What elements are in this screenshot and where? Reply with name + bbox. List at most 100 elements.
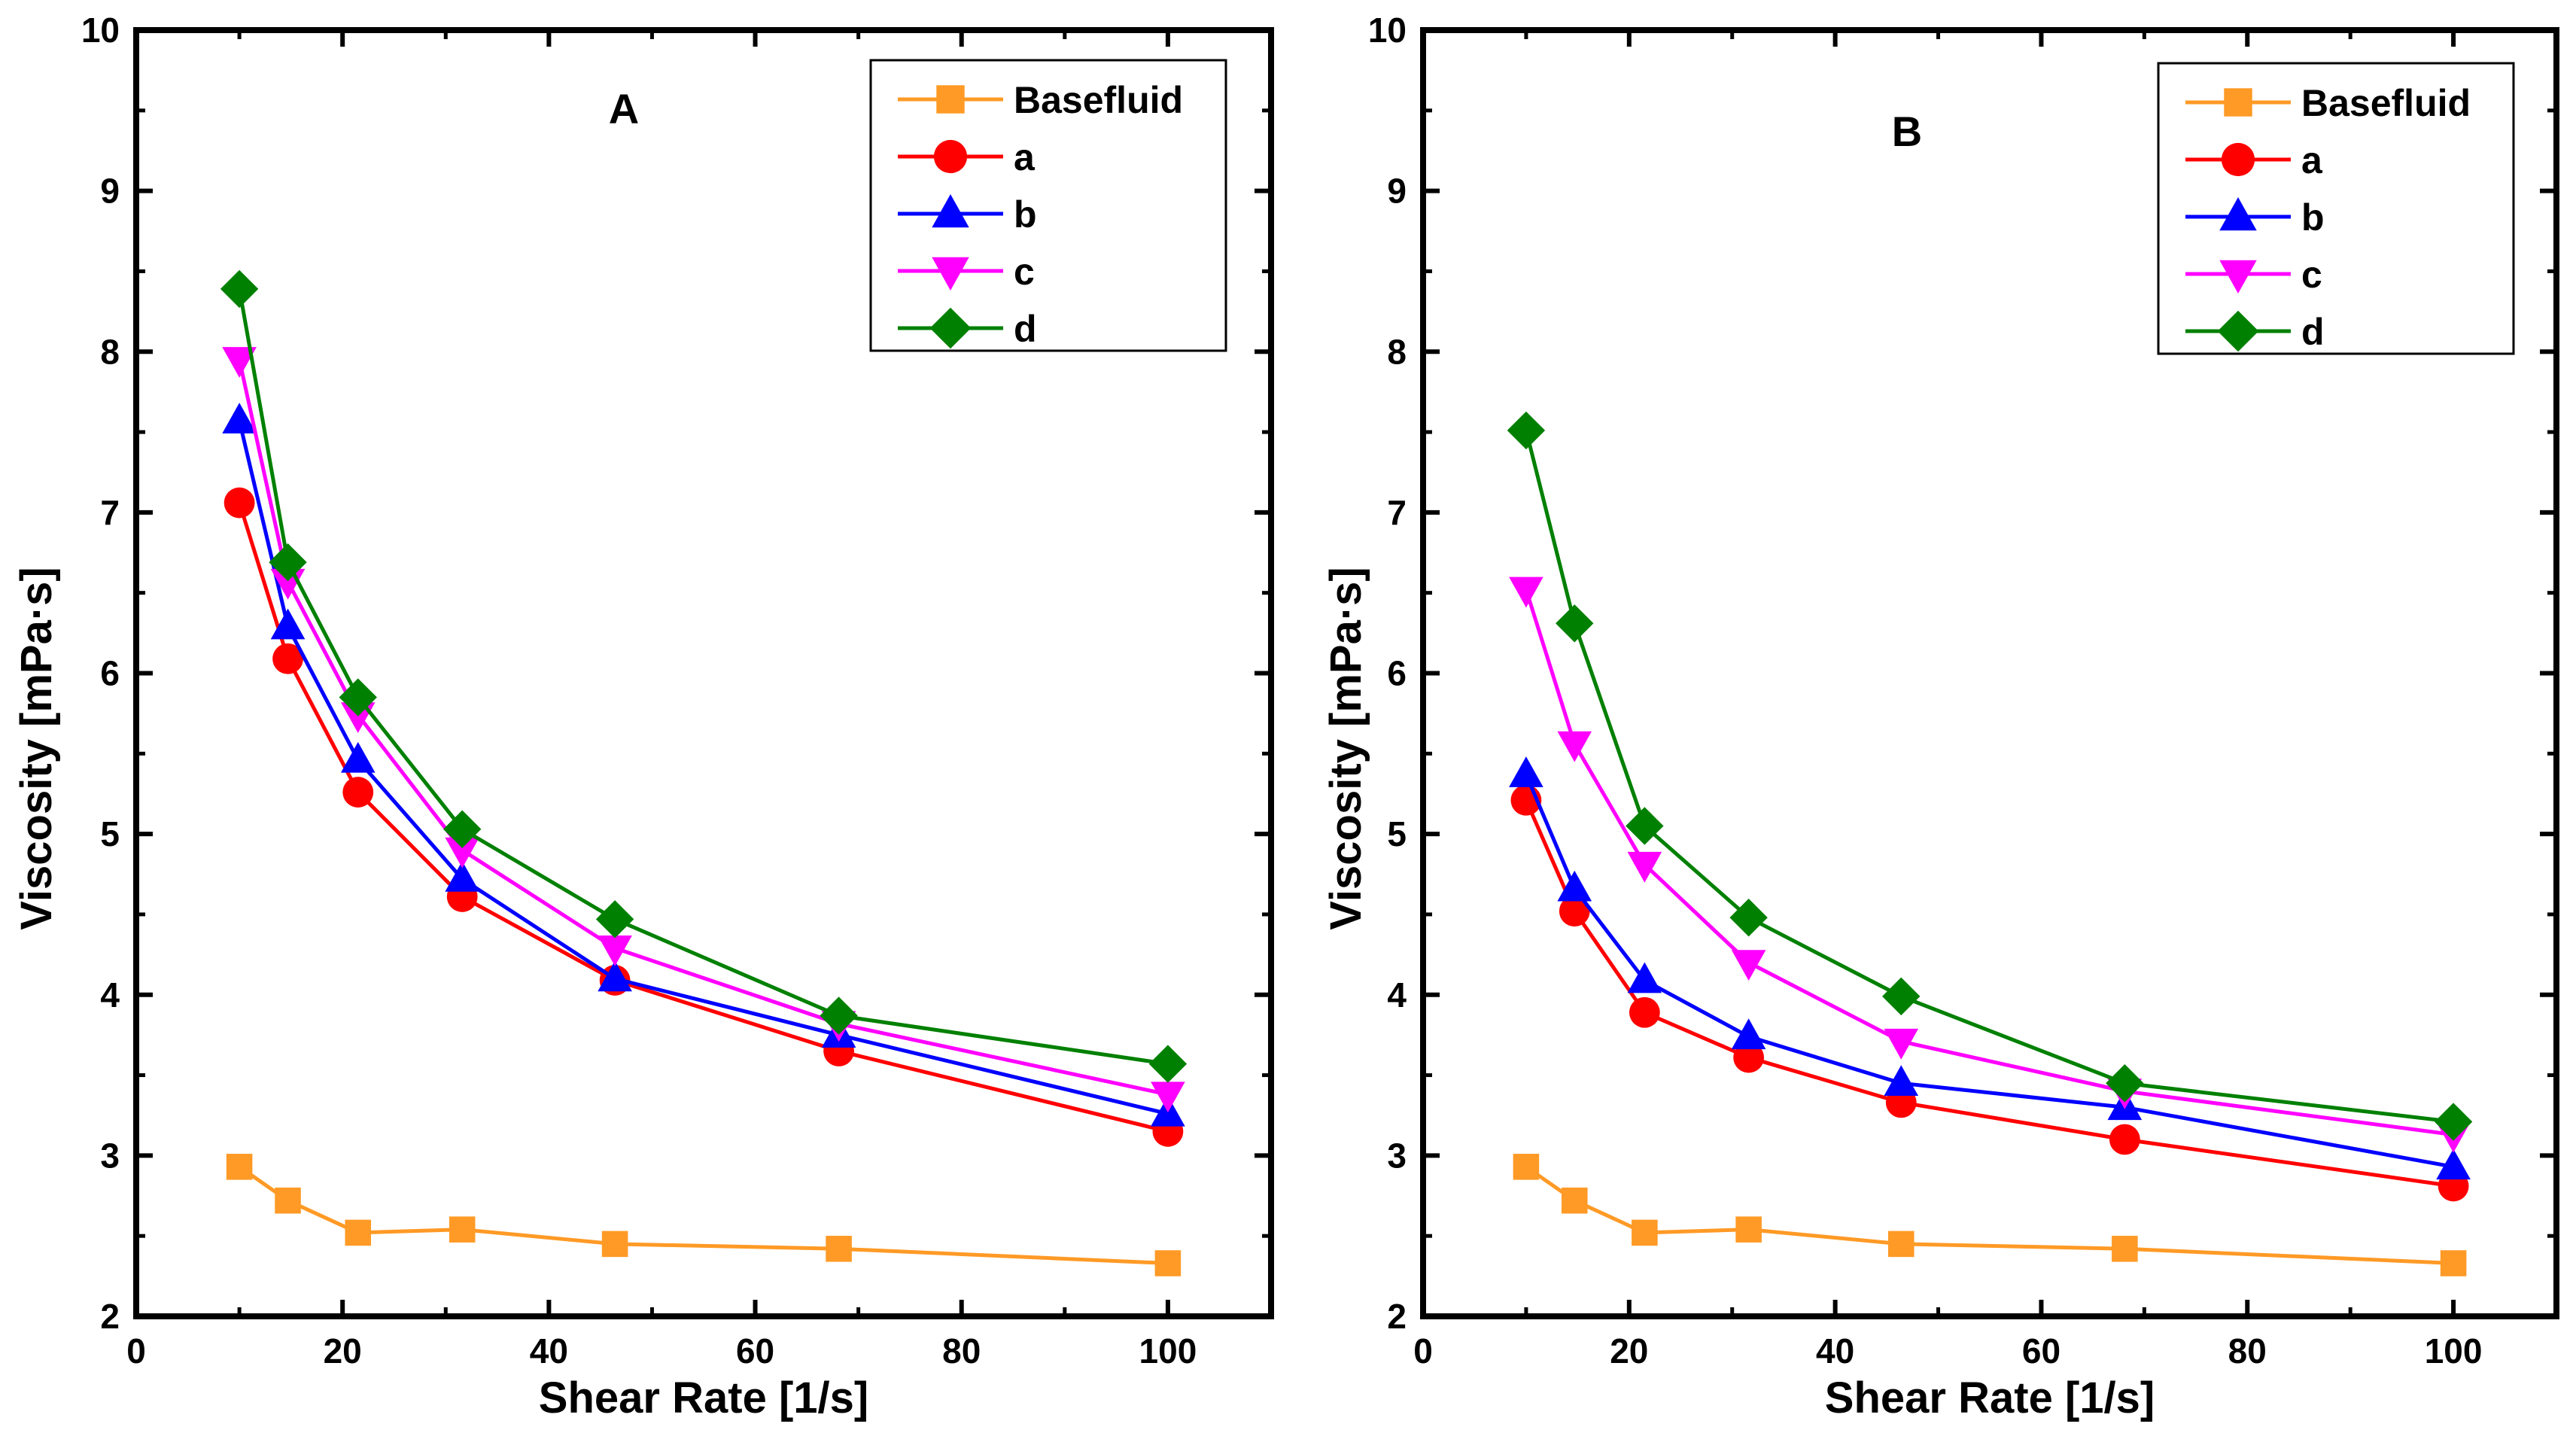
data-point (1882, 977, 1921, 1016)
y-axis-title: Viscosity [mPa·s] (1321, 567, 1370, 929)
series-basefluid (1513, 1154, 2467, 1276)
data-point (1629, 996, 1660, 1028)
data-point (1559, 896, 1590, 927)
y-tick-label: 6 (100, 654, 120, 693)
x-tick-label: 80 (2228, 1331, 2267, 1371)
legend-label: a (2301, 139, 2323, 181)
legend-label: b (1014, 193, 1037, 236)
series-b (222, 403, 1185, 1127)
series-line (238, 1165, 1169, 1266)
chart-panel-b: 0 20 40 60 80 100 2 3 4 5 6 7 8 9 10 Shear Rate [1/s] Vi… (1321, 11, 2559, 1422)
data-point (345, 1219, 372, 1246)
x-tick-label: 40 (530, 1331, 568, 1371)
x-tick-label: 20 (324, 1331, 362, 1371)
x-tick-label: 0 (1413, 1331, 1433, 1371)
series-a (1510, 784, 2469, 1202)
x-axis-title: Shear Rate [1/s] (539, 1374, 868, 1422)
data-point (1731, 950, 1766, 981)
y-tick-label: 6 (1387, 654, 1407, 693)
series-line (1525, 1165, 2454, 1266)
data-point (1887, 1231, 1915, 1258)
series-line (1524, 430, 2454, 1124)
x-tick-label: 60 (2022, 1331, 2060, 1371)
y-tick-label: 2 (100, 1297, 120, 1336)
data-point (445, 837, 480, 869)
data-point (224, 487, 255, 519)
series-line (1524, 774, 2454, 1169)
data-point (601, 1231, 628, 1258)
data-point (275, 1187, 301, 1214)
series-basefluid (226, 1154, 1182, 1276)
data-point (270, 608, 306, 640)
data-point (2112, 1235, 2138, 1262)
data-point (1151, 1082, 1185, 1113)
y-tick-label: 10 (1368, 11, 1407, 50)
series-line (237, 502, 1169, 1133)
legend-label: c (1014, 251, 1035, 293)
legend-label: Basefluid (2301, 82, 2471, 124)
legend-label: d (2301, 311, 2325, 353)
data-point (222, 347, 257, 378)
data-point (820, 996, 858, 1035)
data-point (226, 1154, 253, 1180)
legend-marker (2217, 310, 2259, 352)
legend-marker (2219, 260, 2257, 294)
data-point (2440, 1250, 2467, 1276)
x-tick-label: 20 (1610, 1331, 1648, 1371)
x-tick-label: 100 (2425, 1331, 2483, 1371)
data-point (598, 960, 632, 992)
data-point (1733, 1042, 1765, 1073)
x-axis-title: Shear Rate [1/s] (1825, 1374, 2155, 1422)
data-point (1556, 604, 1594, 643)
data-point (1627, 962, 1662, 993)
legend-label: a (1014, 136, 1036, 178)
y-tick-label: 5 (1387, 814, 1407, 853)
legend-box (2157, 62, 2515, 355)
data-point (1509, 577, 1543, 608)
legend-marker (2221, 142, 2255, 177)
data-point (342, 777, 374, 808)
y-tick-label: 8 (100, 332, 120, 371)
series-line (237, 288, 1169, 1066)
data-point (2434, 1103, 2473, 1141)
data-point (598, 935, 632, 966)
legend-marker (936, 85, 965, 114)
x-tick-label: 60 (736, 1331, 774, 1371)
y-tick-label: 3 (1387, 1136, 1407, 1175)
data-point (445, 860, 480, 892)
data-point (443, 810, 482, 848)
data-point (272, 643, 303, 674)
data-point (1627, 851, 1662, 883)
series-line (1524, 589, 2454, 1137)
data-point (222, 403, 257, 434)
y-tick-label: 4 (100, 975, 120, 1015)
legend-label: b (2301, 196, 2325, 239)
y-tick-label: 9 (100, 172, 120, 211)
data-point (1154, 1250, 1182, 1276)
data-point (1557, 731, 1592, 762)
data-point (1561, 1187, 1588, 1214)
data-point (2436, 1148, 2471, 1180)
data-point (595, 900, 634, 939)
data-point (449, 1216, 476, 1243)
y-tick-label: 3 (100, 1136, 120, 1175)
y-tick-label: 8 (1387, 332, 1407, 371)
y-tick-label: 5 (100, 814, 120, 853)
legend-marker (932, 194, 969, 228)
series-a (224, 487, 1184, 1147)
data-point (1626, 807, 1664, 845)
legend-label: d (1014, 308, 1037, 350)
legend-marker (2219, 197, 2257, 231)
data-point (1632, 1219, 1658, 1246)
series-d (220, 269, 1188, 1083)
data-point (1509, 756, 1543, 787)
x-tick-label: 0 (126, 1331, 146, 1371)
legend-marker (929, 307, 972, 349)
y-tick-label: 10 (81, 11, 120, 50)
legend-box (869, 59, 1227, 352)
data-point (1884, 1028, 1919, 1060)
data-point (2106, 1064, 2144, 1103)
data-point (2109, 1124, 2140, 1155)
data-point (220, 269, 259, 309)
